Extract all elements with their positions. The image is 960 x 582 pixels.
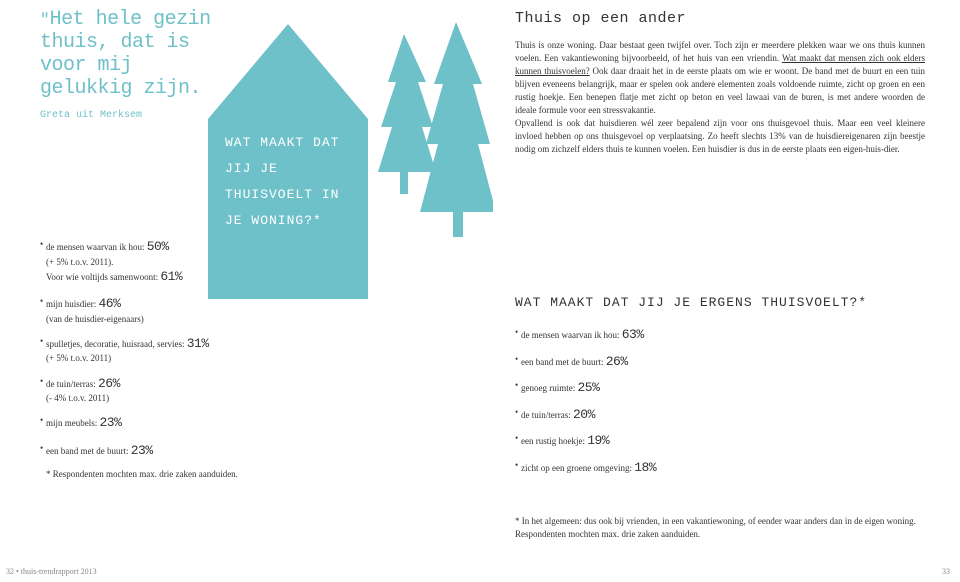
item-sublabel: (+ 5% t.o.v. 2011) [46,353,111,363]
item-percent: 23% [131,443,153,458]
item-sublabel2: Voor wie voltijds samenwoont: [46,272,160,282]
tree-right-trunk [453,212,463,237]
item-percent2: 61% [160,269,182,284]
footer-label: • thuis-trendrapport 2013 [14,567,97,576]
item-percent: 31% [187,336,209,351]
quote-text: "Het hele gezin thuis, dat is voor mij g… [40,8,215,100]
item-label: een band met de buurt: [521,357,606,367]
article-title: Thuis op een ander [515,10,925,27]
q1-item: mijn meubels: 23% [40,414,310,432]
q2-block: WAT MAAKT DAT JIJ JE ERGENS THUISVOELT?*… [515,295,925,485]
article-block: Thuis op een ander Thuis is onze woning.… [515,10,925,156]
page-footer-left: 32 • thuis-trendrapport 2013 [6,567,97,576]
item-percent: 19% [587,433,609,448]
q1-item: mijn huisdier: 46% (van de huisdier-eige… [40,295,310,325]
q1-title: WAT MAAKT DAT JIJ JE THUISVOELT IN JE WO… [225,130,365,234]
item-label: spulletjes, decoratie, huisraad, servies… [46,339,187,349]
item-label: mijn meubels: [46,418,100,428]
q2-list: de mensen waarvan ik hou: 63% een band m… [515,326,925,476]
q1-item: de mensen waarvan ik hou: 50% (+ 5% t.o.… [40,238,310,285]
q1-list: de mensen waarvan ik hou: 50% (+ 5% t.o.… [40,238,310,479]
item-percent: 23% [100,415,122,430]
tree-group [378,22,493,237]
q2-item: een band met de buurt: 26% [515,353,925,371]
q1-item: spulletjes, decoratie, huisraad, servies… [40,335,310,365]
article-body: Thuis is onze woning. Daar bestaat geen … [515,39,925,156]
q1-item: de tuin/terras: 26% (- 4% t.o.v. 2011) [40,375,310,405]
q2-item: zicht op een groene omgeving: 18% [515,459,925,477]
item-percent: 46% [99,296,121,311]
item-label: zicht op een groene omgeving: [521,463,634,473]
item-percent: 20% [573,407,595,422]
tree-left [378,34,436,172]
page-number-left: 32 [6,567,14,576]
item-label: de tuin/terras: [521,410,573,420]
item-sublabel: (- 4% t.o.v. 2011) [46,393,109,403]
item-sublabel: (+ 5% t.o.v. 2011). [46,257,113,267]
trees-illustration [378,22,493,237]
q2-footnote: * In het algemeen: dus ook bij vrienden,… [515,515,925,540]
item-percent: 25% [577,380,599,395]
open-quote: " [40,11,50,29]
item-percent: 50% [147,239,169,254]
quote-attribution: Greta uit Merksem [40,110,215,121]
q2-item: genoeg ruimte: 25% [515,379,925,397]
q1-item: een band met de buurt: 23% [40,442,310,460]
item-label: een rustig hoekje: [521,436,587,446]
q2-item: de mensen waarvan ik hou: 63% [515,326,925,344]
q2-item: de tuin/terras: 20% [515,406,925,424]
q1-footnote: * Respondenten mochten max. drie zaken a… [40,469,310,479]
tree-right [420,22,493,212]
item-label: genoeg ruimte: [521,383,577,393]
item-label: de mensen waarvan ik hou: [46,242,147,252]
page-footer-right: 33 [942,567,950,576]
quote-block: "Het hele gezin thuis, dat is voor mij g… [40,8,215,121]
item-percent: 26% [606,354,628,369]
quote-body: Het hele gezin thuis, dat is voor mij ge… [40,8,211,100]
item-label: een band met de buurt: [46,446,131,456]
tree-left-trunk [400,172,408,194]
item-label: mijn huisdier: [46,299,99,309]
item-percent: 63% [622,327,644,342]
item-percent: 26% [98,376,120,391]
q2-item: een rustig hoekje: 19% [515,432,925,450]
item-label: de mensen waarvan ik hou: [521,330,622,340]
item-sublabel: (van de huisdier-eigenaars) [46,314,144,324]
article-p2: Opvallend is ook dat huisdieren wél zeer… [515,118,925,154]
item-percent: 18% [634,460,656,475]
item-label: de tuin/terras: [46,379,98,389]
q2-title: WAT MAAKT DAT JIJ JE ERGENS THUISVOELT?* [515,295,925,310]
